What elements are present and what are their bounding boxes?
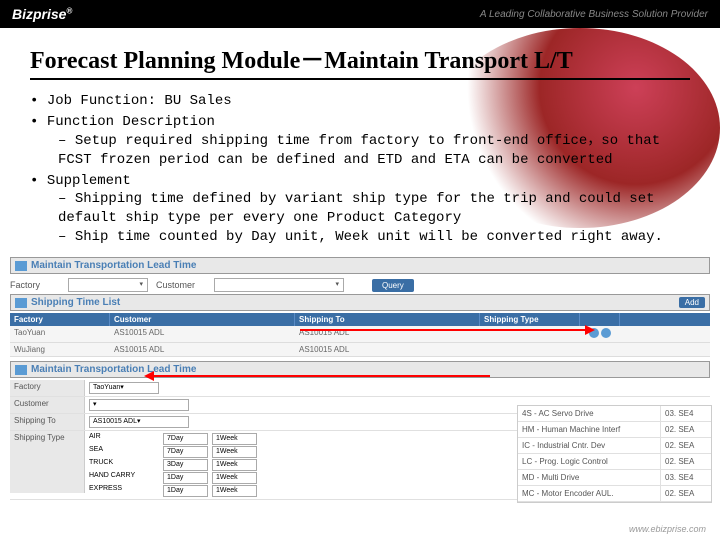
folder-icon xyxy=(15,365,27,375)
express-week-input[interactable]: 1Week xyxy=(212,485,257,497)
cell-customer: AS10015 ADL xyxy=(110,326,295,342)
th-shipto: Shipping To xyxy=(295,313,480,326)
ship-truck: TRUCK xyxy=(89,459,159,471)
truck-week-input[interactable]: 1Week xyxy=(212,459,257,471)
category-row: 4S - AC Servo Drive03. SE4 xyxy=(518,406,711,422)
truck-day-input[interactable]: 3Day xyxy=(163,459,208,471)
bullet-2: Function Description Setup required ship… xyxy=(30,113,690,170)
add-button[interactable]: Add xyxy=(679,297,705,308)
slide-content: Forecast Planning Module－Maintain Transp… xyxy=(0,28,720,247)
hand-week-input[interactable]: 1Week xyxy=(212,472,257,484)
category-row: HM - Human Machine Interf02. SEA xyxy=(518,422,711,438)
detail-factory-row: Factory TaoYuan▾ xyxy=(10,380,710,397)
category-row: IC - Industrial Cntr. Dev02. SEA xyxy=(518,438,711,454)
registered-mark: ® xyxy=(66,6,72,15)
category-row: LC - Prog. Logic Control02. SEA xyxy=(518,454,711,470)
section-shipping-list: Shipping Time List Add xyxy=(10,294,710,311)
factory-label: Factory xyxy=(10,280,60,290)
filter-row: Factory ▾ Customer ▾ Query xyxy=(10,276,710,294)
bullet-list: Job Function: BU Sales Function Descript… xyxy=(30,92,690,247)
logo: Bizprise® xyxy=(12,6,72,22)
table-row: WuJiang AS10015 ADL AS10015 ADL xyxy=(10,343,710,357)
query-button[interactable]: Query xyxy=(372,279,414,292)
sea-day-input[interactable]: 7Day xyxy=(163,446,208,458)
arrow-head-icon xyxy=(144,371,154,381)
cell-shipto: AS10015 ADL xyxy=(295,343,480,356)
chevron-down-icon: ▾ xyxy=(120,382,124,394)
logo-text: Bizprise xyxy=(12,6,66,22)
delete-icon[interactable] xyxy=(601,328,611,338)
section-maintain-lt: Maintain Transportation Lead Time xyxy=(10,257,710,274)
chevron-down-icon: ▾ xyxy=(137,416,141,428)
category-row: MD - Multi Drive03. SE4 xyxy=(518,470,711,486)
shiptype-label: Shipping Type xyxy=(10,431,85,493)
shipto-select[interactable]: AS10015 ADL▾ xyxy=(89,416,189,428)
folder-icon xyxy=(15,261,27,271)
app-screenshot: Maintain Transportation Lead Time Factor… xyxy=(0,257,720,500)
table-header: Factory Customer Shipping To Shipping Ty… xyxy=(10,313,710,326)
factory-select[interactable]: TaoYuan▾ xyxy=(89,382,159,394)
tagline: A Leading Collaborative Business Solutio… xyxy=(480,9,708,20)
category-row: MC - Motor Encoder AUL.02. SEA xyxy=(518,486,711,502)
th-customer: Customer xyxy=(110,313,295,326)
ship-express: EXPRESS xyxy=(89,485,159,497)
th-factory: Factory xyxy=(10,313,110,326)
customer-label: Customer xyxy=(10,397,85,413)
cell-edit[interactable] xyxy=(580,343,620,356)
chevron-down-icon: ▾ xyxy=(335,278,339,292)
ship-air: AIR xyxy=(89,433,159,445)
annotation-arrow-2 xyxy=(150,375,490,377)
bullet-1: Job Function: BU Sales xyxy=(30,92,690,111)
shipto-label: Shipping To xyxy=(10,414,85,430)
air-week-input[interactable]: 1Week xyxy=(212,433,257,445)
ship-hand: HAND CARRY xyxy=(89,472,159,484)
slide-title: Forecast Planning Module－Maintain Transp… xyxy=(30,40,690,80)
factory-dropdown[interactable]: ▾ xyxy=(68,278,148,292)
section-title-3: Maintain Transportation Lead Time xyxy=(31,364,196,375)
hand-day-input[interactable]: 1Day xyxy=(163,472,208,484)
customer-select[interactable]: ▾ xyxy=(89,399,189,411)
cell-factory: TaoYuan xyxy=(10,326,110,342)
category-panel: 4S - AC Servo Drive03. SE4 HM - Human Ma… xyxy=(517,405,712,503)
cell-factory: WuJiang xyxy=(10,343,110,356)
footer-url: www.ebizprise.com xyxy=(629,524,706,534)
th-shiptype: Shipping Type xyxy=(480,313,580,326)
sea-week-input[interactable]: 1Week xyxy=(212,446,257,458)
arrow-head-icon xyxy=(585,325,595,335)
annotation-arrow-1 xyxy=(300,329,590,331)
ship-sea: SEA xyxy=(89,446,159,458)
factory-label: Factory xyxy=(10,380,85,396)
chevron-down-icon: ▾ xyxy=(93,399,97,411)
customer-label: Customer xyxy=(156,280,206,290)
bullet-3-2: Ship time counted by Day unit, Week unit… xyxy=(58,228,690,247)
section-title-2: Shipping Time List xyxy=(31,297,120,308)
air-day-input[interactable]: 7Day xyxy=(163,433,208,445)
section-title-1: Maintain Transportation Lead Time xyxy=(31,260,196,271)
bullet-3-1: Shipping time defined by variant ship ty… xyxy=(58,190,690,228)
express-day-input[interactable]: 1Day xyxy=(163,485,208,497)
bullet-3: Supplement Shipping time defined by vari… xyxy=(30,172,690,248)
customer-dropdown[interactable]: ▾ xyxy=(214,278,344,292)
bullet-2-1: Setup required shipping time from factor… xyxy=(58,132,690,170)
top-bar: Bizprise® A Leading Collaborative Busine… xyxy=(0,0,720,28)
folder-icon xyxy=(15,298,27,308)
chevron-down-icon: ▾ xyxy=(139,278,143,292)
cell-shiptype xyxy=(480,343,580,356)
cell-customer: AS10015 ADL xyxy=(110,343,295,356)
